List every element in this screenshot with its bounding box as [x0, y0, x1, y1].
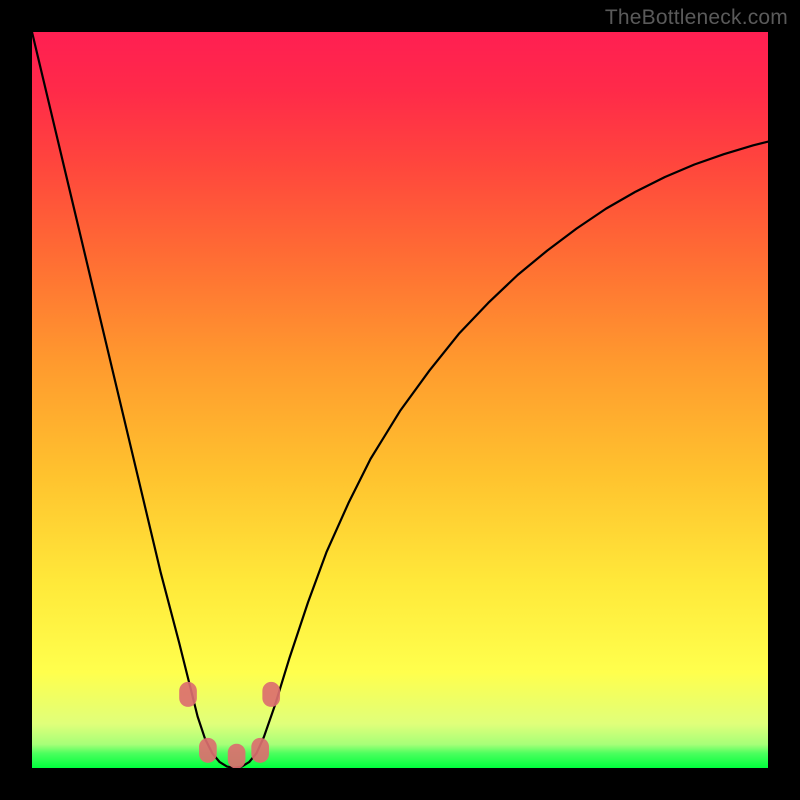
curve-marker [199, 738, 217, 763]
curve-marker [179, 682, 197, 707]
bottleneck-curve [32, 32, 768, 768]
watermark-text: TheBottleneck.com [605, 6, 788, 30]
curve-marker [228, 744, 246, 768]
curve-marker [262, 682, 280, 707]
curve-markers [179, 682, 280, 768]
curve-marker [251, 738, 269, 763]
plot-area [32, 32, 768, 768]
curve-layer [32, 32, 768, 768]
